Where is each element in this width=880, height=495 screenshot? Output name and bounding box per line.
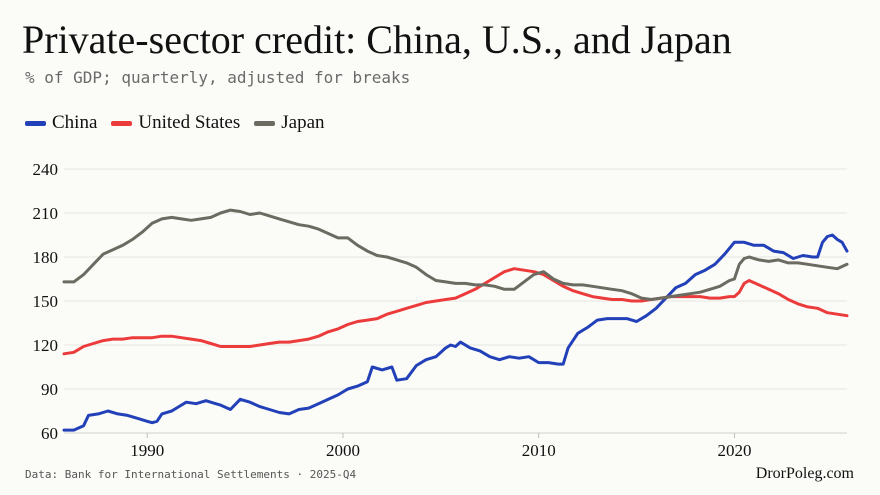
legend-label-japan: Japan (281, 112, 325, 133)
legend-swatch-united-states (111, 120, 133, 126)
series-line-japan (62, 208, 849, 301)
y-tick-label-150: 150 (33, 292, 59, 311)
series-line-china (62, 233, 849, 432)
y-tick-label-60: 60 (41, 424, 58, 443)
chart-title: Private-sector credit: China, U.S., and … (22, 17, 732, 62)
chart-subtitle: % of GDP; quarterly, adjusted for breaks (25, 68, 411, 87)
y-tick-label-120: 120 (33, 336, 59, 355)
legend-item-japan: Japan (254, 112, 325, 134)
legend: China United States Japan (25, 112, 339, 134)
x-tick-label-2020: 2020 (717, 441, 751, 460)
y-tick-label-180: 180 (33, 248, 59, 267)
y-tick-label-240: 240 (33, 160, 59, 179)
legend-swatch-japan (254, 120, 276, 126)
series-line-united-states (62, 267, 849, 356)
legend-item-china: China (25, 112, 97, 134)
x-tick-label-1990: 1990 (130, 441, 164, 460)
x-tick-label-2000: 2000 (326, 441, 360, 460)
x-tick-label-2010: 2010 (522, 441, 556, 460)
legend-label-united-states: United States (138, 112, 241, 133)
y-tick-label-90: 90 (41, 380, 58, 399)
legend-item-united-states: United States (111, 112, 240, 134)
brand-credit: DrorPoleg.com (755, 465, 854, 482)
legend-swatch-china (25, 120, 46, 126)
legend-label-china: China (52, 112, 98, 133)
y-tick-label-210: 210 (33, 204, 59, 223)
source-note: Data: Bank for International Settlements… (25, 468, 357, 481)
